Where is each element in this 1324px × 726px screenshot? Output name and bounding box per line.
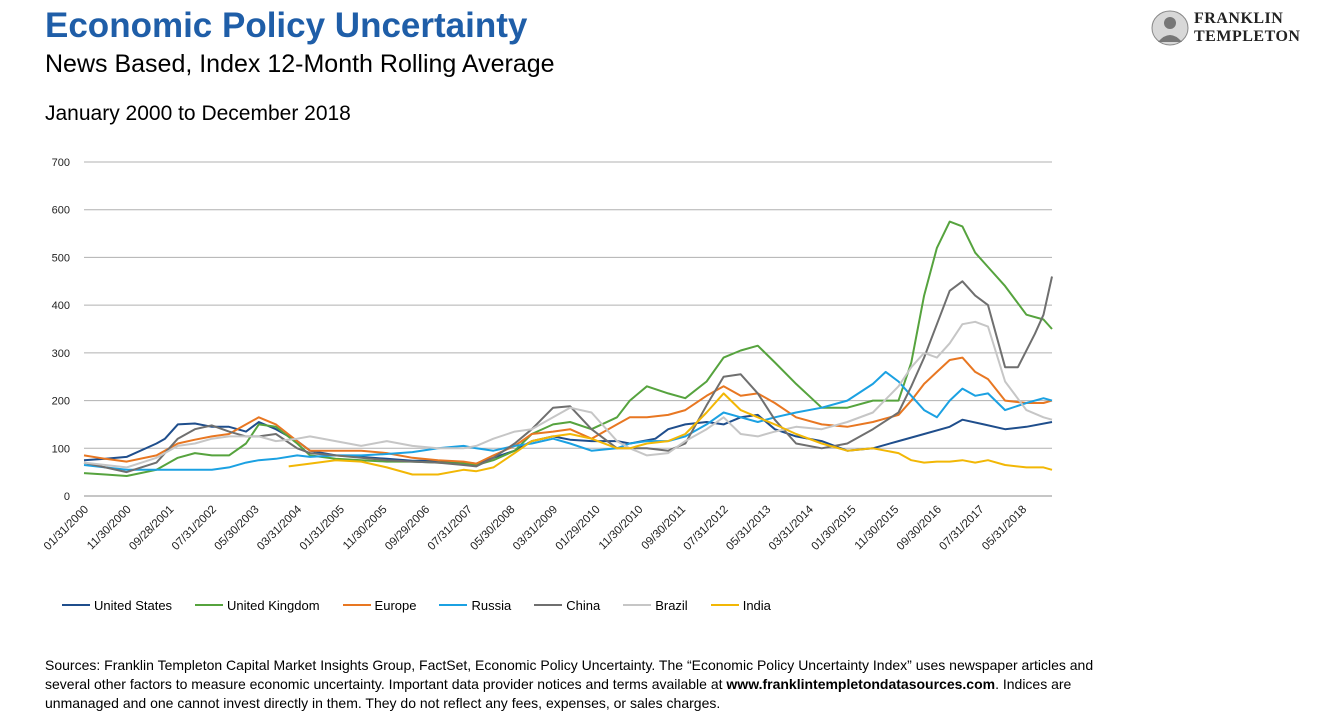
logo-line-2: TEMPLETON — [1194, 28, 1301, 45]
legend-item: United States — [62, 598, 172, 613]
legend-item: Russia — [439, 598, 511, 613]
x-tick-label: 01/30/2015 — [810, 504, 859, 553]
x-tick-label: 01/31/2000 — [42, 504, 91, 553]
x-tick-label: 11/30/2010 — [597, 504, 646, 553]
series-line-india — [288, 392, 1053, 476]
legend-item: United Kingdom — [195, 598, 320, 613]
sources-text-b: . Indices are unmanaged and one cannot i… — [45, 676, 1072, 711]
legend-swatch — [534, 604, 563, 606]
x-tick-label: 05/30/2008 — [468, 504, 517, 553]
legend-item: China — [534, 598, 600, 613]
legend-swatch — [710, 604, 739, 606]
y-tick-label: 400 — [52, 300, 70, 312]
sources-link: www.franklintempletondatasources.com — [726, 676, 996, 692]
legend-item: India — [710, 597, 771, 613]
franklin-templeton-logo: FRANKLIN TEMPLETON — [1150, 10, 1310, 46]
legend-label: India — [742, 597, 771, 613]
legend-swatch — [342, 604, 371, 606]
x-tick-label: 03/31/2009 — [511, 504, 560, 553]
x-tick-label: 03/31/2014 — [767, 503, 817, 553]
legend-swatch — [62, 604, 90, 606]
x-tick-label: 07/31/2017 — [937, 504, 986, 553]
x-tick-label: 07/31/2002 — [170, 504, 219, 553]
chart-legend: United States United Kingdom Europe Russia C… — [62, 596, 794, 614]
x-tick-label: 01/31/2005 — [298, 504, 347, 553]
y-tick-label: 600 — [52, 205, 70, 217]
legend-label: Russia — [471, 597, 512, 613]
x-tick-label: 09/28/2001 — [127, 504, 176, 553]
legend-label: United States — [94, 597, 173, 613]
sources-note: Sources: Franklin Templeton Capital Mark… — [45, 656, 1125, 713]
legend-swatch — [439, 604, 468, 606]
portrait-icon — [1151, 10, 1189, 46]
x-tick-label: 01/29/2010 — [554, 504, 603, 553]
legend-label: Brazil — [655, 597, 688, 613]
logo-line-1: FRANKLIN — [1194, 10, 1284, 27]
x-tick-label: 05/31/2018 — [980, 504, 1029, 553]
logo-wordmark: FRANKLIN TEMPLETON — [1194, 10, 1300, 46]
legend-item: Brazil — [623, 598, 688, 613]
y-tick-label: 700 — [52, 157, 70, 169]
y-tick-label: 100 — [52, 443, 70, 455]
legend-swatch — [195, 604, 224, 606]
x-tick-label: 03/31/2004 — [255, 503, 305, 553]
x-tick-label: 05/31/2013 — [724, 504, 773, 553]
chart-subtitle: News Based, Index 12-Month Rolling Avera… — [45, 50, 555, 78]
x-tick-label: 05/30/2003 — [213, 504, 262, 553]
y-tick-label: 0 — [64, 491, 70, 503]
y-tick-label: 500 — [52, 252, 70, 264]
y-tick-label: 200 — [52, 396, 70, 408]
chart-title: Economic Policy Uncertainty — [45, 6, 528, 45]
x-tick-label: 09/30/2016 — [895, 504, 944, 553]
legend-label: China — [566, 597, 601, 613]
legend-item: Europe — [342, 597, 417, 613]
y-tick-label: 300 — [52, 348, 70, 360]
series-line-brazil — [83, 320, 1053, 469]
legend-swatch — [623, 604, 652, 606]
date-range: January 2000 to December 2018 — [45, 102, 351, 125]
legend-label: Europe — [374, 597, 417, 613]
x-tick-label: 07/31/2007 — [426, 504, 475, 553]
series-line-europe — [83, 356, 1053, 465]
sources-text-a: Sources: Franklin Templeton Capital Mark… — [45, 657, 1094, 692]
series-line-united-kingdom — [83, 220, 1053, 477]
legend-label: United Kingdom — [227, 597, 320, 613]
x-tick-label: 07/31/2012 — [682, 504, 731, 553]
line-chart: 0 100 200 300 400 500 600 700 01/31/2000 11/30/20… — [42, 157, 1053, 553]
x-tick-label: 09/29/2006 — [383, 504, 432, 553]
